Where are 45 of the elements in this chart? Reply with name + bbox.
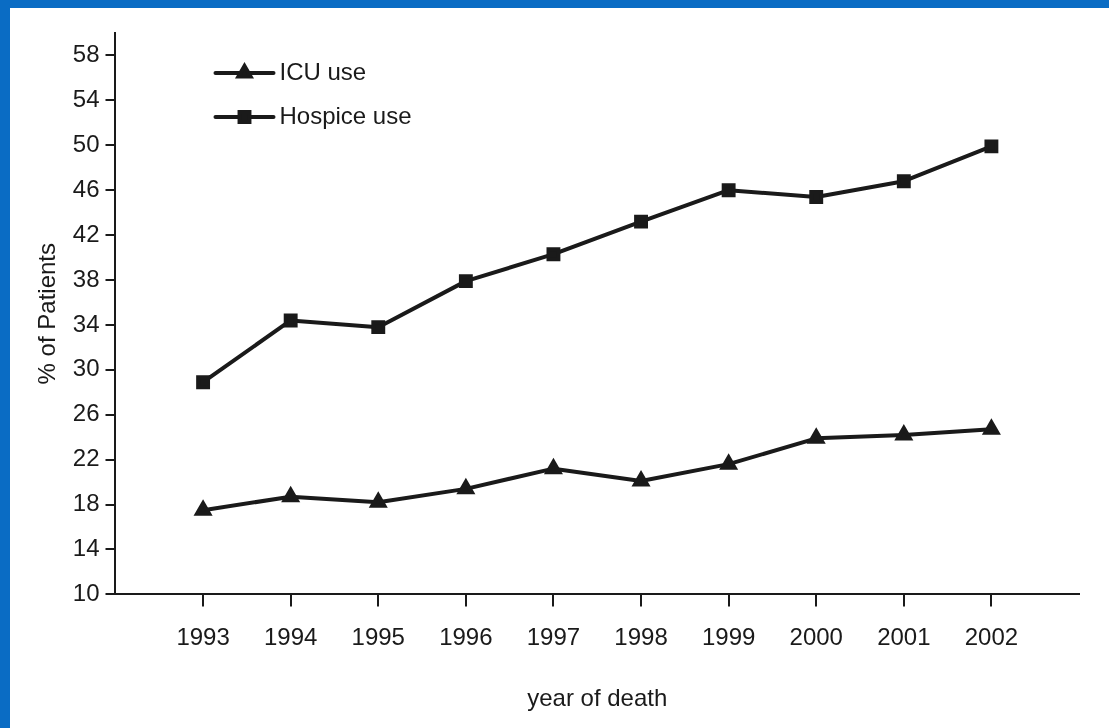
point	[721, 183, 736, 198]
y-axis-title: % of Patients	[33, 242, 61, 385]
x-tick-label: 1995	[351, 623, 405, 651]
x-tick-label: 1994	[263, 623, 318, 651]
y-tick-label: 22	[72, 444, 100, 472]
y-tick-label: 42	[72, 219, 100, 247]
point	[544, 457, 563, 475]
point	[634, 214, 648, 229]
point	[370, 493, 387, 508]
point	[195, 501, 212, 516]
y-tick-label: 54	[72, 84, 100, 112]
legend-label: Hospice use	[279, 101, 412, 129]
point	[808, 429, 825, 444]
x-axis-title: year of death	[527, 684, 668, 712]
y-tick-label: 10	[72, 579, 100, 607]
point	[546, 247, 561, 262]
point	[371, 320, 386, 335]
x-tick-label: 1996	[439, 623, 493, 651]
x-tick-label: 2001	[877, 623, 931, 651]
legend-label: ICU use	[279, 57, 367, 85]
point	[895, 425, 912, 441]
y-tick-label: 38	[72, 264, 100, 292]
point	[720, 455, 737, 470]
point	[632, 472, 650, 487]
x-tick-label: 2002	[964, 623, 1019, 651]
x-tick-label: 1998	[614, 623, 668, 651]
point	[458, 274, 473, 289]
point	[984, 139, 999, 154]
point	[283, 313, 298, 328]
y-tick-label: 58	[72, 40, 100, 68]
point	[196, 375, 211, 390]
y-tick-label: 30	[72, 354, 100, 382]
x-tick-label: 1997	[526, 623, 581, 651]
point	[983, 420, 1000, 435]
y-tick-label: 14	[72, 534, 100, 562]
x-tick-label: 1999	[701, 623, 756, 651]
y-tick-label: 46	[72, 174, 100, 202]
y-tick-label: 26	[72, 399, 100, 427]
point	[896, 174, 911, 189]
point	[809, 189, 824, 204]
y-tick-label: 18	[72, 489, 100, 517]
x-tick-label: 1993	[176, 623, 230, 651]
y-tick-label: 50	[72, 129, 100, 157]
y-tick-label: 34	[72, 309, 100, 337]
x-tick-label: 2000	[789, 623, 843, 651]
